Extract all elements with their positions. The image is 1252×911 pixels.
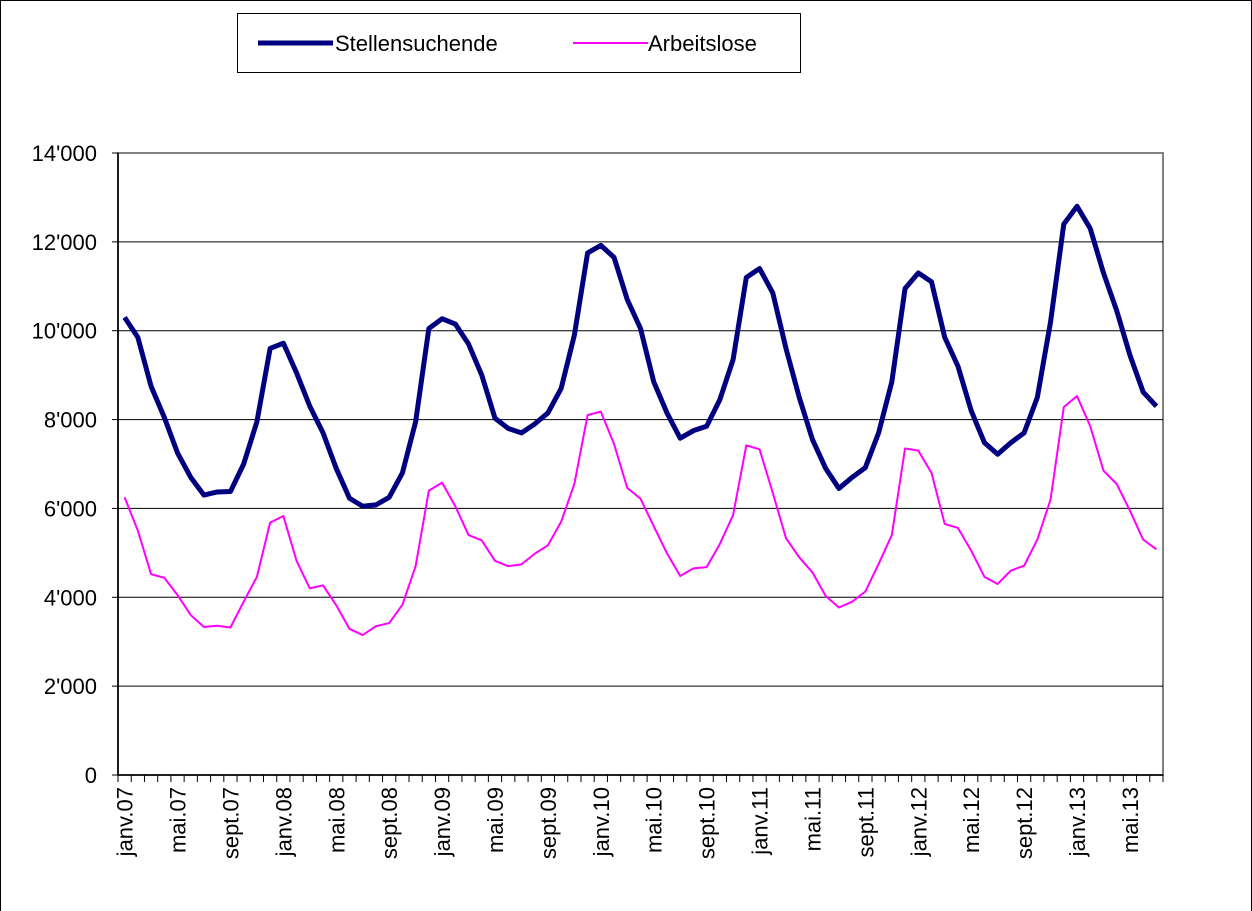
y-tick-label: 12'000 [32,230,97,255]
x-tick-label: janv.12 [906,787,931,857]
x-tick-label: sept.08 [377,787,402,859]
x-tick-label: mai.10 [642,787,667,853]
y-tick-label: 8'000 [44,408,97,433]
x-tick-label: janv.07 [113,787,138,857]
legend-label: Arbeitslose [648,31,757,56]
x-tick-label: mai.09 [483,787,508,853]
series-line [122,203,1159,509]
y-tick-label: 0 [85,763,97,788]
x-tick-label: janv.08 [271,787,296,857]
x-tick-label: mai.07 [166,787,191,853]
x-tick-label: janv.13 [1065,787,1090,857]
y-tick-label: 14'000 [32,141,97,166]
y-tick-label: 2'000 [44,674,97,699]
legend-label: Stellensuchende [335,31,498,56]
x-tick-label: mai.12 [959,787,984,853]
series-line [123,395,1157,637]
x-tick-label: sept.09 [536,787,561,859]
x-tick-label: sept.07 [218,787,243,859]
y-tick-label: 4'000 [44,585,97,610]
x-tick-label: sept.12 [1012,787,1037,859]
x-tick-label: janv.10 [589,787,614,857]
x-tick-label: sept.10 [695,787,720,859]
x-tick-label: janv.09 [430,787,455,857]
x-tick-label: janv.11 [748,787,773,856]
y-tick-label: 10'000 [32,319,97,344]
x-tick-label: mai.13 [1118,787,1143,853]
x-tick-label: mai.08 [324,787,349,853]
x-tick-label: mai.11 [800,787,825,851]
x-tick-label: sept.11 [853,787,878,858]
y-tick-label: 6'000 [44,496,97,521]
